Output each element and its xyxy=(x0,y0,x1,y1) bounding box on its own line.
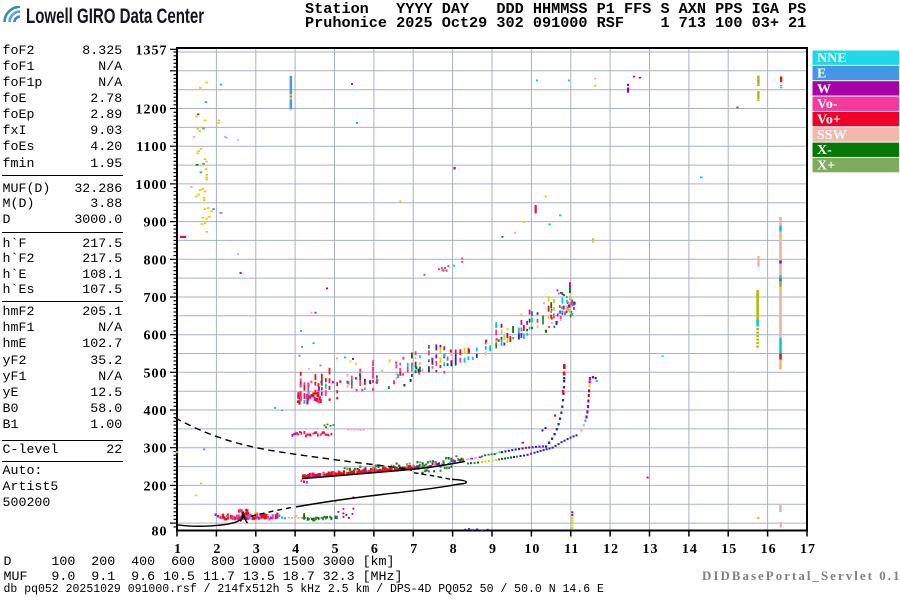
svg-text:700: 700 xyxy=(144,291,168,306)
svg-text:80: 80 xyxy=(152,525,168,540)
svg-text:11: 11 xyxy=(564,542,579,557)
svg-text:Vo-: Vo- xyxy=(817,97,838,112)
svg-text:16: 16 xyxy=(761,542,777,557)
svg-text:NNE: NNE xyxy=(817,51,847,66)
svg-text:1000: 1000 xyxy=(136,178,168,193)
svg-text:1357: 1357 xyxy=(136,43,168,58)
svg-text:900: 900 xyxy=(144,216,168,231)
svg-text:1200: 1200 xyxy=(136,103,168,118)
svg-text:9: 9 xyxy=(489,542,497,557)
svg-text:500: 500 xyxy=(144,366,168,381)
svg-text:14: 14 xyxy=(682,542,698,557)
svg-text:8: 8 xyxy=(450,542,458,557)
svg-text:3: 3 xyxy=(253,542,261,557)
svg-text:7: 7 xyxy=(410,542,418,557)
svg-text:12: 12 xyxy=(603,542,619,557)
svg-text:400: 400 xyxy=(144,404,168,419)
svg-text:600: 600 xyxy=(144,329,168,344)
svg-text:Vo+: Vo+ xyxy=(817,113,841,128)
svg-text:200: 200 xyxy=(144,479,168,494)
svg-text:1100: 1100 xyxy=(136,140,167,155)
svg-text:15: 15 xyxy=(721,542,737,557)
svg-text:6: 6 xyxy=(371,542,379,557)
svg-text:4: 4 xyxy=(292,542,300,557)
svg-text:300: 300 xyxy=(144,442,168,457)
svg-text:X-: X- xyxy=(817,143,832,158)
svg-text:2: 2 xyxy=(213,542,221,557)
svg-text:17: 17 xyxy=(800,542,816,557)
svg-text:X+: X+ xyxy=(817,159,835,174)
svg-text:13: 13 xyxy=(643,542,659,557)
svg-text:E: E xyxy=(817,66,826,81)
svg-text:SSW: SSW xyxy=(817,128,847,143)
svg-text:800: 800 xyxy=(144,253,168,268)
svg-text:5: 5 xyxy=(332,542,340,557)
svg-text:1: 1 xyxy=(174,542,182,557)
svg-text:W: W xyxy=(817,82,831,97)
svg-text:10: 10 xyxy=(524,542,540,557)
